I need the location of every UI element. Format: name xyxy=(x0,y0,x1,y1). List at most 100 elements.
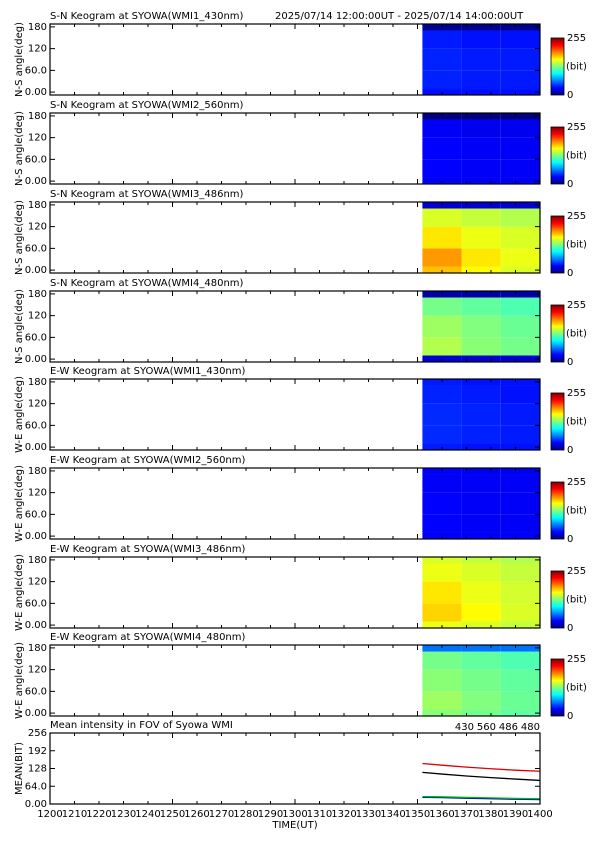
heatmap-cell xyxy=(500,492,540,515)
heatmap-cell xyxy=(461,532,501,539)
legend-entry: 486 xyxy=(499,722,518,733)
y-tick-label: 0.00 xyxy=(25,708,47,719)
heatmap-cell xyxy=(461,248,501,267)
heatmap-cell xyxy=(500,202,540,209)
panel-title: S-N Keogram at SYOWA(WMI1_430nm) xyxy=(50,11,244,22)
heatmap-cell xyxy=(461,603,501,622)
colorbar-label: (bit) xyxy=(566,595,587,606)
heatmap-cell xyxy=(500,297,540,316)
heatmap-cell xyxy=(500,514,540,533)
y-tick-label: 180 xyxy=(28,555,47,566)
x-tick-label: 1390 xyxy=(503,809,528,820)
colorbar xyxy=(550,392,565,451)
heatmap-cell xyxy=(461,297,501,316)
heatmap-cell xyxy=(500,425,540,444)
heatmap-cell xyxy=(500,30,540,49)
heatmap-cell xyxy=(422,645,462,652)
y-tick-label: 180 xyxy=(28,111,47,122)
x-tick-label: 1320 xyxy=(331,809,356,820)
y-tick-label: 60.0 xyxy=(25,598,47,609)
colorbar-tick-label: 255 xyxy=(567,654,586,665)
heatmap-cell xyxy=(500,621,540,628)
y-axis-label: W-E angle(deg) xyxy=(14,642,25,719)
y-tick-label: 180 xyxy=(28,200,47,211)
heatmap-cell xyxy=(500,113,540,120)
series-line xyxy=(422,796,541,801)
y-tick-label: 0.00 xyxy=(25,176,47,187)
time-range: 2025/07/14 12:00:00UT - 2025/07/14 14:00… xyxy=(275,11,524,22)
heatmap-cell xyxy=(422,514,462,533)
y-tick-label: 120 xyxy=(28,44,47,55)
heatmap-cell xyxy=(422,24,462,31)
heatmap-cell xyxy=(422,291,462,298)
heatmap-cell xyxy=(500,474,540,493)
x-tick-label: 1210 xyxy=(62,809,87,820)
x-tick-label: 1400 xyxy=(527,809,552,820)
heatmap-cell xyxy=(461,88,501,95)
heatmap-cell xyxy=(422,492,462,515)
y-axis-label: W-E angle(deg) xyxy=(14,465,25,542)
colorbar-tick-label: 0 xyxy=(567,711,573,722)
y-axis-label: N-S angle(deg) xyxy=(14,200,25,275)
heatmap-cell xyxy=(461,645,501,652)
colorbar-tick-label: 0 xyxy=(567,357,573,368)
heatmap-cell xyxy=(461,514,501,533)
y-tick-label: 60.0 xyxy=(25,420,47,431)
heatmap-cell xyxy=(500,266,540,273)
y-tick-label: 0.00 xyxy=(25,799,47,810)
panel-title: S-N Keogram at SYOWA(WMI2_560nm) xyxy=(50,100,244,111)
heatmap-cell xyxy=(422,621,462,628)
heatmap-cell xyxy=(422,425,462,444)
heatmap-cell xyxy=(500,226,540,249)
panel-title: E-W Keogram at SYOWA(WMI4_480nm) xyxy=(50,632,246,643)
heatmap-cell xyxy=(422,532,462,539)
heatmap-cell xyxy=(500,557,540,564)
y-tick-label: 180 xyxy=(28,289,47,300)
y-tick-label: 0.00 xyxy=(25,265,47,276)
heatmap-cell xyxy=(461,474,501,493)
x-axis-label: TIME(UT) xyxy=(271,820,317,831)
colorbar-tick-label: 255 xyxy=(567,477,586,488)
y-tick-label: 0.00 xyxy=(25,531,47,542)
heatmap-cell xyxy=(422,385,462,404)
colorbar-label: (bit) xyxy=(566,240,587,251)
colorbar-tick-label: 0 xyxy=(567,179,573,190)
y-tick-label: 60.0 xyxy=(25,243,47,254)
y-tick-label: 120 xyxy=(28,222,47,233)
y-tick-label: 256 xyxy=(28,728,47,739)
heatmap-cell xyxy=(461,337,501,356)
x-tick-label: 1340 xyxy=(380,809,405,820)
heatmap-cell xyxy=(500,70,540,89)
heatmap-cell xyxy=(422,88,462,95)
y-tick-label: 180 xyxy=(28,22,47,33)
legend-entry: 430 xyxy=(455,722,474,733)
y-axis-label: W-E angle(deg) xyxy=(14,554,25,631)
colorbar xyxy=(550,570,565,629)
x-tick-label: 1200 xyxy=(37,809,62,820)
colorbar-tick-label: 255 xyxy=(567,388,586,399)
heatmap-cell xyxy=(461,403,501,426)
heatmap-cell xyxy=(461,266,501,273)
y-tick-label: 192 xyxy=(28,746,47,757)
heatmap-cell xyxy=(422,603,462,622)
colorbar-tick-label: 255 xyxy=(567,122,586,133)
heatmap-cell xyxy=(500,709,540,716)
heatmap-cell xyxy=(422,226,462,249)
heatmap-cell xyxy=(500,691,540,710)
x-tick-label: 1350 xyxy=(405,809,430,820)
heatmap-cell xyxy=(461,177,501,184)
heatmap-cell xyxy=(422,315,462,338)
heatmap-cell xyxy=(461,621,501,628)
colorbar-tick-label: 0 xyxy=(567,623,573,634)
panel-title: E-W Keogram at SYOWA(WMI2_560nm) xyxy=(50,455,246,466)
heatmap-cell xyxy=(461,563,501,582)
heatmap-cell xyxy=(500,248,540,267)
heatmap-cell xyxy=(500,403,540,426)
colorbar-tick-label: 0 xyxy=(567,534,573,545)
heatmap-cell xyxy=(461,379,501,386)
heatmap-cell xyxy=(461,24,501,31)
y-tick-label: 0.00 xyxy=(25,354,47,365)
series-line xyxy=(422,771,541,782)
heatmap-cell xyxy=(422,557,462,564)
heatmap-cell xyxy=(500,337,540,356)
